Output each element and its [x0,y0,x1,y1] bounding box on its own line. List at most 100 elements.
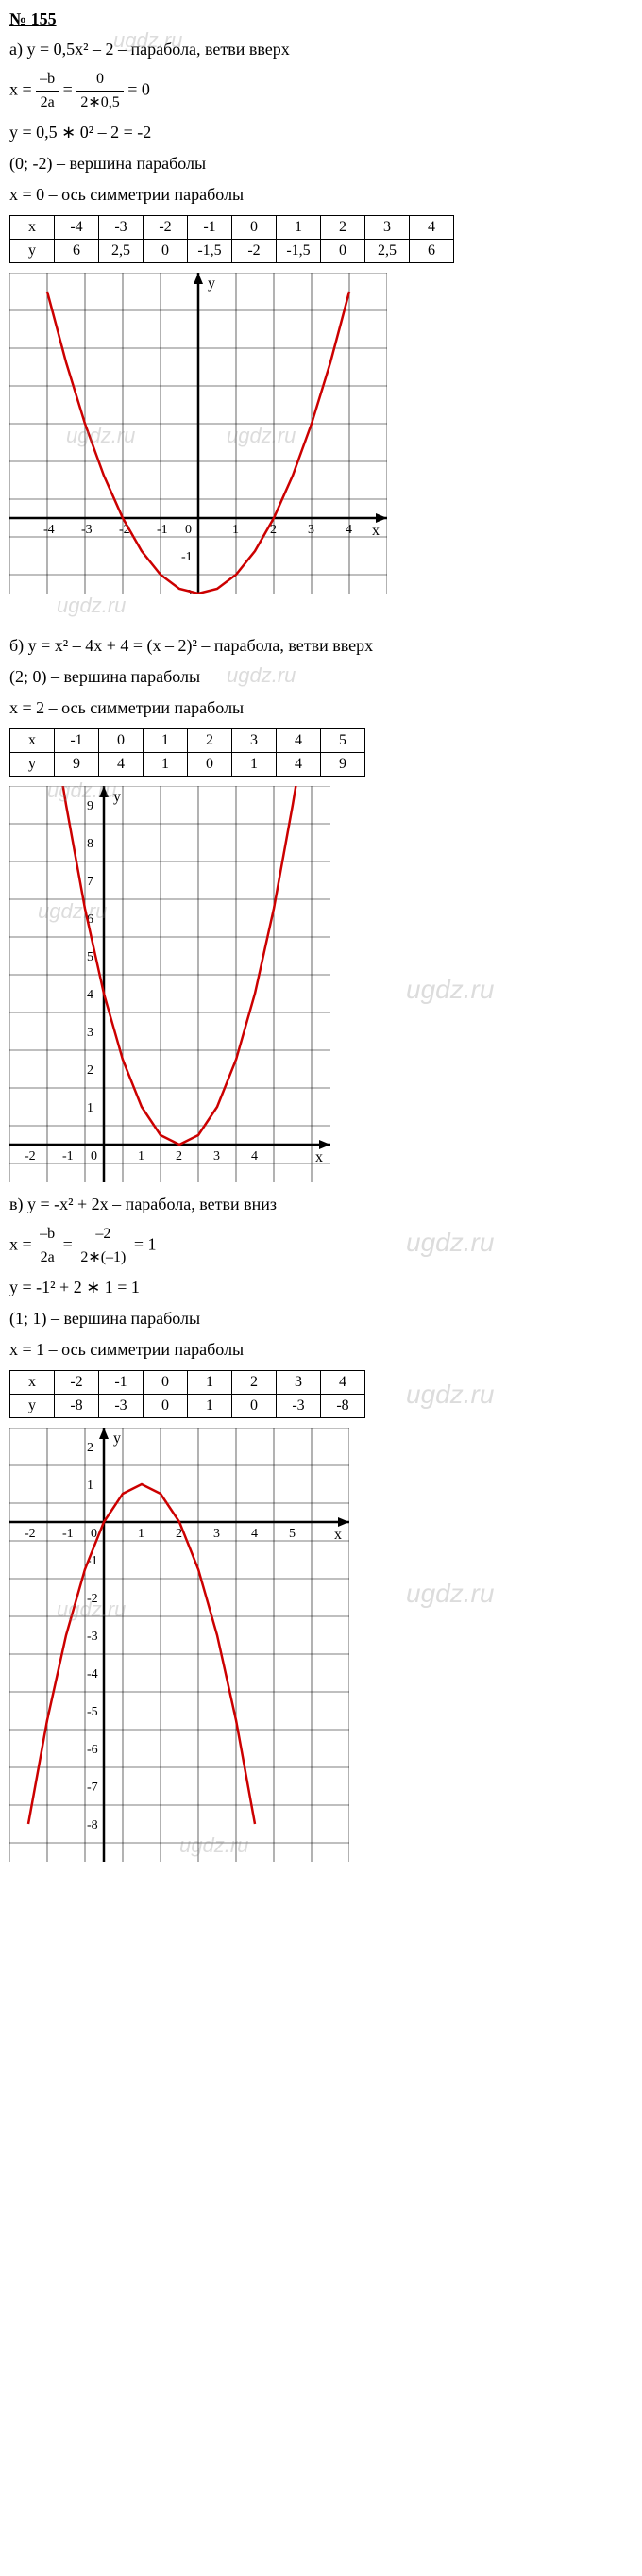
table-cell: 6 [55,240,99,263]
table-cell: x [10,729,55,753]
table-cell: -4 [55,216,99,240]
table-cell: -8 [321,1395,365,1418]
svg-text:x: x [315,1149,323,1165]
calc-c1-pre: x = [9,1235,36,1254]
eq-c: в) y = -x² + 2x – парабола, ветви вниз [9,1192,633,1217]
calc-c2: y = -1² + 2 ∗ 1 = 1 [9,1275,633,1300]
watermark: ugdz.ru [406,1380,494,1410]
svg-text:4: 4 [87,988,93,1002]
eq-sign: = [63,80,77,99]
svg-text:4: 4 [251,1149,258,1163]
table-cell: 4 [99,753,144,777]
vertex-b-text: (2; 0) – вершина параболы [9,667,200,686]
svg-text:-1: -1 [181,550,193,564]
num: –b [36,1223,59,1246]
svg-text:1: 1 [87,1479,93,1493]
table-cell: -2 [232,240,277,263]
table-cell: 3 [277,1371,321,1395]
calc-a1: x = –b2a = 02∗0,5 = 0 [9,68,633,114]
table-cell: 1 [188,1371,232,1395]
calc-a2: y = 0,5 ∗ 0² – 2 = -2 [9,120,633,145]
table-cell: 3 [232,729,277,753]
svg-text:0: 0 [185,523,192,537]
calc-c1-post: = 1 [134,1235,157,1254]
svg-text:-3: -3 [81,523,93,537]
svg-text:4: 4 [346,523,352,537]
calc-a1-post: = 0 [127,80,150,99]
table-cell: 0 [232,216,277,240]
svg-text:-7: -7 [87,1781,98,1795]
table-cell: 0 [144,1371,188,1395]
svg-text:2: 2 [87,1441,93,1455]
table-cell: x [10,1371,55,1395]
num: –2 [76,1223,129,1246]
svg-text:y: y [113,1430,121,1447]
svg-text:1: 1 [138,1149,144,1163]
svg-text:5: 5 [87,950,93,964]
svg-text:y: y [113,789,121,805]
svg-text:8: 8 [87,837,93,851]
svg-text:9: 9 [87,799,93,813]
axis-b: x = 2 – ось симметрии параболы [9,695,633,721]
chart-c: -2-112345-8-7-6-5-4-3-2-1120yx ugdz.ru u… [9,1428,633,1862]
calc-c1: x = –b2a = –22∗(–1) = 1 ugdz.ru [9,1223,633,1269]
svg-text:-4: -4 [43,523,55,537]
table-cell: 9 [55,753,99,777]
svg-text:2: 2 [87,1063,93,1078]
svg-text:5: 5 [289,1527,296,1541]
svg-text:-1: -1 [157,523,168,537]
table-cell: 1 [144,753,188,777]
table-b: x-1012345y9410149 [9,728,365,777]
watermark: ugdz.ru [406,975,494,1005]
table-cell: 2,5 [365,240,410,263]
table-cell: 5 [321,729,365,753]
table-cell: 2 [321,216,365,240]
table-cell: 1 [232,753,277,777]
vertex-b: (2; 0) – вершина параболыugdz.ru [9,664,633,690]
num: 0 [76,68,123,92]
table-cell: -1 [188,216,232,240]
calc-a1-pre: x = [9,80,36,99]
table-cell: 2 [232,1371,277,1395]
table-cell: 1 [188,1395,232,1418]
svg-text:1: 1 [138,1527,144,1541]
frac-c1: –b2a [36,1223,59,1269]
table-cell: -1,5 [277,240,321,263]
vertex-c: (1; 1) – вершина параболы [9,1306,633,1331]
table-cell: 6 [410,240,454,263]
table-cell: -3 [99,1395,144,1418]
table-cell: -2 [144,216,188,240]
table-cell: -1 [55,729,99,753]
table-cell: 4 [277,753,321,777]
svg-text:2: 2 [176,1149,182,1163]
svg-text:-3: -3 [87,1630,98,1644]
table-cell: 2 [188,729,232,753]
watermark: ugdz.ru [406,1579,494,1609]
table-cell: 9 [321,753,365,777]
table-cell: x [10,216,55,240]
frac-a1: –b2a [36,68,59,114]
table-cell: y [10,240,55,263]
problem-title: № 155 [9,9,633,29]
svg-text:0: 0 [91,1149,97,1163]
axis-a: x = 0 – ось симметрии параболы [9,182,633,208]
den: 2a [36,92,59,114]
frac-a2: 02∗0,5 [76,68,123,114]
chart-b: ugdz.ru -2-112341234567890yx ugdz.ru ugd… [9,786,633,1182]
table-cell: -3 [99,216,144,240]
svg-text:x: x [372,523,380,539]
svg-text:-5: -5 [87,1705,98,1719]
table-cell: 0 [99,729,144,753]
table-cell: -8 [55,1395,99,1418]
vertex-a: (0; -2) – вершина параболы [9,151,633,176]
svg-text:-2: -2 [87,1592,98,1606]
table-cell: 3 [365,216,410,240]
table-cell: -2 [55,1371,99,1395]
svg-text:3: 3 [87,1026,93,1040]
svg-text:-2: -2 [25,1149,36,1163]
watermark: ugdz.ru [227,660,296,691]
table-cell: 1 [144,729,188,753]
table-a: x-4-3-2-101234y62,50-1,5-2-1,502,56 [9,215,454,263]
svg-text:-1: -1 [62,1149,74,1163]
table-cell: 0 [144,1395,188,1418]
